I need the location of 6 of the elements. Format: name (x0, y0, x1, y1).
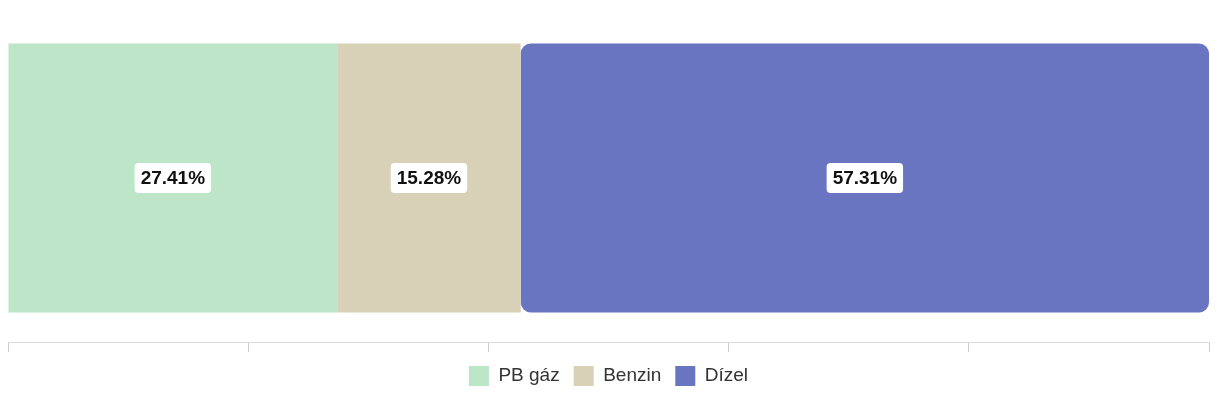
data-label: 15.28% (396, 167, 462, 189)
legend-label: Dízel (704, 364, 749, 386)
legend-label: PB gáz (498, 364, 560, 386)
data-label: 27.41% (140, 167, 206, 189)
legend-label: Benzin (603, 364, 662, 386)
data-label: 57.31% (832, 167, 898, 189)
